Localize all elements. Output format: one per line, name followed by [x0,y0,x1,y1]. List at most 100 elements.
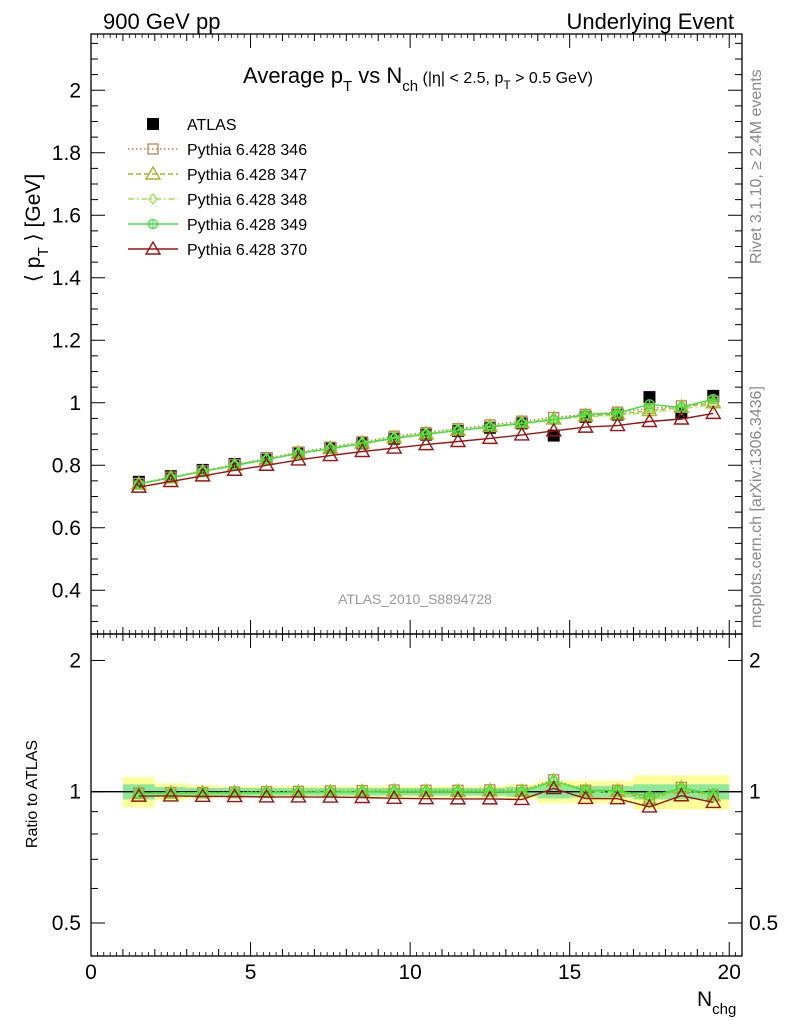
ratio-series-layer [130,772,722,813]
header-left: 900 GeV pp [103,9,220,34]
data-point [481,429,499,445]
data-point [449,433,467,448]
y-tick-label: 1.6 [52,204,81,227]
legend-marker [144,240,162,255]
ratio-y-ticks: 0.5 0.5 1 1 2 2 [52,649,778,935]
data-point [290,451,307,466]
data-point [676,402,687,413]
header-right: Underlying Event [566,9,734,34]
main-series-layer [130,389,722,493]
data-point [226,461,243,476]
data-point [354,443,371,458]
data-point [513,426,531,441]
data-point [609,417,626,432]
data-point [580,409,591,420]
legend-label: Pythia 6.428 347 [187,167,307,184]
legend-marker [144,165,162,180]
x-tick-label: 10 [398,961,421,984]
ratio-point [641,798,658,813]
y-tick-label: 1.2 [52,329,81,352]
legend-entry-pythia-6-428-347: Pythia 6.428 347 [128,165,307,184]
data-point [577,418,594,433]
data-point [258,456,275,471]
ratio-point [322,788,339,803]
data-point [643,391,656,404]
legend-entry-atlas: ATLAS [147,117,237,134]
ratio-point [609,790,626,805]
ratio-y-tick-label-right: 1 [749,781,761,804]
ratio-point [385,789,403,804]
x-tick-label: 0 [85,961,97,984]
series-pythia-6-428-370 [130,404,722,493]
x-tick-label: 15 [558,961,581,984]
rivet-version-label: Rivet 3.1.10, ≥ 2.4M events [748,69,765,264]
ratio-point [644,794,655,807]
ratio-point [194,787,211,803]
legend-entry-pythia-6-428-346: Pythia 6.428 346 [128,142,307,159]
legend-label: Pythia 6.428 370 [187,242,307,259]
data-point [545,422,562,437]
ratio-point [258,788,275,803]
data-point [644,399,655,410]
y-tick-label: 0.8 [52,454,81,477]
data-point [673,410,690,425]
legend-entry-pythia-6-428-349: Pythia 6.428 349 [128,217,307,234]
legend-marker [147,218,159,230]
y-axis-title: ⟨ pT ⟩ [GeV] [22,174,52,282]
ratio-axis-title: Ratio to ATLAS [24,740,41,848]
ratio-point [162,787,179,802]
main-y-ticks: 0.4 0.6 0.8 1 1.2 1.4 1.6 1.8 2 [52,42,742,622]
ratio-y-tick-label: 2 [69,649,81,672]
legend-label: Pythia 6.428 348 [187,192,307,209]
data-point [705,404,722,420]
ratio-frame [90,633,743,957]
data-point [417,436,435,451]
legend-label: Pythia 6.428 346 [187,142,307,159]
ratio-point [226,788,243,803]
x-axis-title: Nchg [697,988,736,1018]
ratio-point [577,790,594,805]
data-point [162,473,179,488]
main-x-ticks [90,34,743,634]
ratio-point [130,787,148,802]
legend-marker [147,118,159,130]
ratio-y-tick-label-right: 0.5 [749,912,778,935]
data-point [130,478,148,493]
y-tick-label: 1.4 [52,267,82,290]
main-panel: 0.4 0.6 0.8 1 1.2 1.4 1.6 1.8 2 Average pT vs Nc… [22,33,743,635]
ratio-point [513,791,531,806]
ratio-series-pythia-6-428-370 [130,780,722,813]
legend: ATLAS Pythia 6.428 346 Pythia 6.428 347 Pyt… [128,117,307,259]
data-point [385,439,403,454]
series-line-pythia-6-428-370 [138,412,714,488]
data-point [641,413,658,428]
ratio-point [545,780,562,795]
legend-marker [148,192,158,206]
y-tick-label: 1.8 [52,142,81,165]
legend-marker [147,143,159,155]
data-point [322,447,339,462]
ratio-y-tick-label: 0.5 [52,912,81,935]
data-point [194,467,211,482]
data-point [708,393,719,405]
ratio-point [481,790,499,805]
ratio-point [705,794,722,809]
x-tick-label: 5 [245,961,257,984]
analysis-watermark: ATLAS_2010_S8894728 [338,591,492,607]
legend-label: Pythia 6.428 349 [187,217,307,234]
y-tick-label: 1 [69,392,81,415]
ratio-x-ticks: 0 5 10 15 20 [85,634,743,984]
x-tick-label: 20 [718,961,741,984]
ratio-point [417,790,435,805]
ratio-point [354,789,371,804]
source-label: mcplots.cern.ch [arXiv:1306.3436] [748,386,765,628]
ratio-point [290,788,307,803]
y-tick-label: 0.6 [52,517,81,540]
ratio-point [449,790,467,805]
ratio-line-pythia-6-428-370 [138,787,714,808]
ratio-panel: 0.5 0.5 1 1 2 2 0 5 10 15 20 Ratio to ATLAS Nchg [24,633,778,1018]
y-tick-label: 0.4 [52,579,82,602]
ratio-point [357,786,368,798]
